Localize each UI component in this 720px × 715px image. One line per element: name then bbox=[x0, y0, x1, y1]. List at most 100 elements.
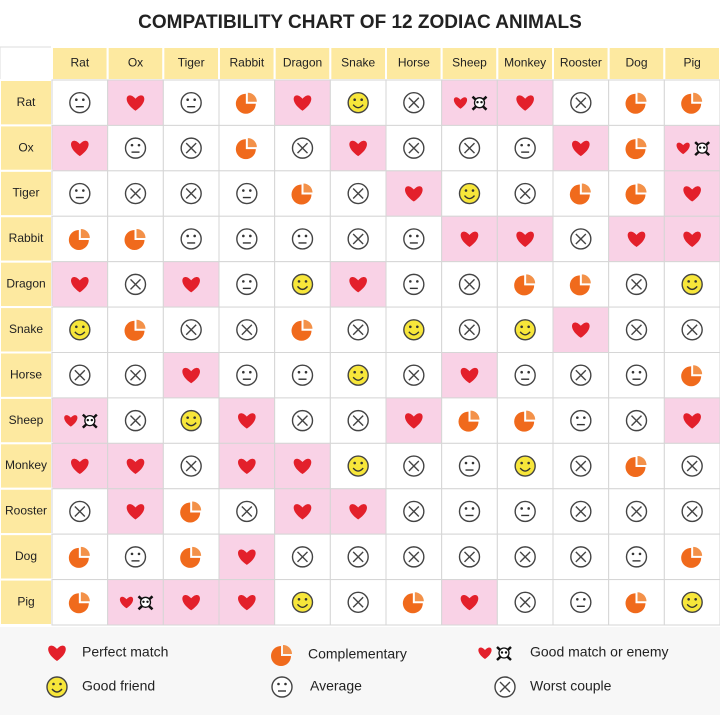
symbol-X bbox=[458, 273, 481, 296]
symbol-A bbox=[514, 500, 536, 523]
eye bbox=[353, 461, 356, 465]
cross bbox=[408, 97, 420, 109]
pie bbox=[681, 93, 702, 114]
corner-cell bbox=[0, 46, 53, 81]
face bbox=[124, 546, 147, 568]
symbol-X bbox=[403, 546, 425, 568]
symbol-X bbox=[458, 137, 481, 159]
symbol-X bbox=[403, 455, 425, 477]
face bbox=[180, 228, 202, 250]
legend-label: Worst couple bbox=[530, 678, 612, 694]
cross bbox=[408, 369, 420, 381]
face bbox=[625, 364, 648, 386]
symbol-E bbox=[119, 595, 154, 611]
symbol-H bbox=[182, 277, 200, 293]
symbol-A bbox=[403, 228, 425, 250]
pie bbox=[68, 229, 89, 250]
cross bbox=[408, 460, 420, 472]
symbol-X bbox=[514, 546, 536, 568]
symbol-H bbox=[683, 186, 701, 202]
symbol-X bbox=[124, 409, 147, 432]
symbol-F bbox=[514, 319, 536, 341]
cell bbox=[441, 79, 498, 126]
symbol-H bbox=[238, 413, 256, 429]
pie-slice bbox=[80, 592, 90, 602]
legend-symbol bbox=[46, 676, 68, 698]
symbol-X bbox=[403, 500, 425, 523]
symbol-A bbox=[236, 228, 258, 250]
symbol-X bbox=[180, 137, 202, 159]
symbol-C bbox=[68, 228, 90, 250]
eye bbox=[527, 325, 530, 329]
symbol-C bbox=[569, 274, 591, 296]
pie-slice bbox=[581, 274, 591, 284]
symbol-C bbox=[291, 319, 313, 341]
symbol-H bbox=[460, 594, 479, 611]
face bbox=[271, 676, 293, 698]
smile bbox=[686, 285, 698, 291]
cell bbox=[608, 124, 665, 172]
smile bbox=[352, 376, 364, 381]
pie bbox=[458, 411, 479, 432]
symbol-A bbox=[514, 137, 536, 159]
symbol-A bbox=[570, 591, 592, 613]
heart bbox=[182, 277, 200, 293]
face bbox=[458, 500, 481, 523]
pie bbox=[625, 184, 646, 205]
eye bbox=[471, 189, 475, 192]
heart bbox=[460, 594, 479, 611]
eye bbox=[137, 552, 141, 556]
cross bbox=[185, 142, 197, 154]
smile bbox=[519, 467, 531, 472]
symbol-H bbox=[126, 458, 145, 475]
symbol-X bbox=[347, 409, 369, 432]
heart bbox=[516, 231, 534, 247]
eye bbox=[249, 189, 252, 192]
skull-eye bbox=[142, 600, 145, 603]
symbol-H bbox=[572, 140, 590, 157]
symbol-X bbox=[180, 319, 202, 341]
cross bbox=[575, 97, 587, 109]
smile bbox=[686, 603, 698, 608]
symbol-H bbox=[238, 458, 256, 475]
face bbox=[458, 455, 481, 477]
symbol-C bbox=[625, 183, 647, 205]
face bbox=[347, 92, 369, 114]
pie bbox=[402, 593, 423, 614]
symbol-A bbox=[291, 228, 314, 250]
cross bbox=[185, 460, 197, 472]
cell bbox=[496, 397, 554, 444]
symbol-A bbox=[180, 92, 202, 114]
symbol-H bbox=[238, 549, 256, 565]
cross bbox=[408, 551, 420, 563]
smile bbox=[51, 688, 63, 693]
eye bbox=[130, 552, 134, 556]
heart bbox=[349, 504, 367, 520]
symbol-X bbox=[347, 591, 369, 613]
eye bbox=[52, 682, 55, 686]
pie-slice bbox=[637, 456, 647, 466]
symbol-F bbox=[347, 364, 369, 386]
heart bbox=[48, 645, 66, 661]
heart bbox=[572, 140, 590, 157]
pie bbox=[271, 646, 291, 666]
eye bbox=[193, 416, 196, 419]
column-header: Ox bbox=[128, 56, 143, 70]
column-header-cell bbox=[106, 46, 165, 81]
skull-eye bbox=[504, 651, 508, 654]
smile bbox=[519, 331, 531, 336]
legend-label: Good match or enemy bbox=[530, 644, 669, 660]
eye bbox=[360, 98, 363, 102]
row-header: Pig bbox=[17, 594, 34, 608]
cross bbox=[575, 551, 587, 563]
pie-slice bbox=[693, 92, 703, 102]
face bbox=[291, 364, 314, 386]
symbol-C bbox=[514, 274, 536, 296]
pie bbox=[235, 93, 256, 114]
pie bbox=[681, 366, 702, 387]
eye bbox=[694, 280, 697, 283]
eye bbox=[82, 98, 85, 102]
heart bbox=[405, 413, 423, 429]
cell bbox=[441, 397, 498, 444]
cross bbox=[575, 369, 587, 381]
